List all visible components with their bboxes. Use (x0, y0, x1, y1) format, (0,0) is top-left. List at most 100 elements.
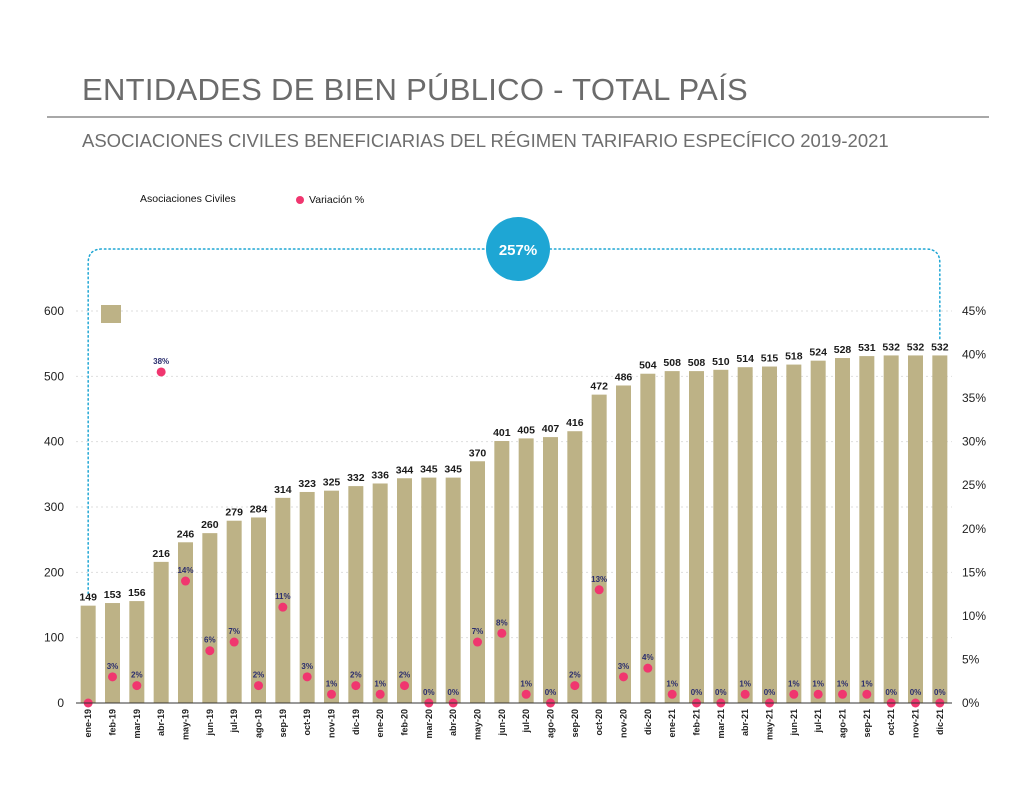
bar-value-label: 401 (493, 427, 511, 439)
variation-dot (302, 672, 312, 682)
variation-label: 11% (275, 592, 291, 601)
y-right-tick-label: 5% (962, 652, 980, 666)
y-right-tick-label: 15% (962, 565, 986, 579)
variation-label: 1% (861, 679, 873, 688)
variation-dot (521, 689, 531, 699)
y-right-tick-label: 40% (962, 348, 986, 362)
x-tick-label: sep-20 (570, 709, 580, 738)
variation-dot (108, 672, 117, 682)
x-tick-label: jul-19 (229, 709, 239, 734)
legend-label-variacion: Variación % (309, 194, 364, 206)
x-tick-label: ago-21 (838, 709, 848, 738)
bar (518, 438, 534, 703)
x-tick-label: jun-21 (789, 709, 799, 737)
y-right-tick-label: 25% (962, 478, 986, 492)
bar (421, 477, 437, 703)
y-left-tick-label: 300 (44, 500, 64, 514)
variation-label: 38% (153, 357, 169, 366)
variation-label: 0% (423, 688, 435, 697)
bar (226, 520, 242, 703)
bar-value-label: 407 (542, 423, 560, 435)
bar (762, 366, 777, 703)
x-tick-label: feb-19 (108, 709, 118, 736)
page-title: ENTIDADES DE BIEN PÚBLICO - TOTAL PAÍS (82, 72, 749, 107)
y-left-tick-label: 500 (44, 369, 64, 383)
bar-value-label: 514 (736, 353, 754, 365)
bar (105, 603, 120, 703)
x-tick-label: ago-19 (254, 709, 264, 738)
bar-value-label: 532 (907, 341, 925, 353)
bar (470, 461, 485, 703)
variation-dot (667, 689, 677, 699)
bar-value-label: 532 (931, 341, 949, 353)
bar (664, 371, 680, 703)
y-left-tick-label: 0 (57, 696, 64, 710)
variation-label: 1% (326, 679, 338, 688)
variation-label: 0% (764, 688, 776, 697)
bar-value-label: 345 (420, 464, 438, 476)
variation-label: 7% (228, 627, 240, 636)
bar-value-label: 149 (79, 592, 97, 604)
bar (640, 373, 656, 703)
y-left-tick-label: 100 (44, 631, 64, 645)
y-right-tick-label: 45% (962, 304, 986, 318)
variation-dot (643, 663, 653, 673)
variation-dot (278, 602, 288, 612)
x-tick-label: sep-21 (862, 709, 872, 738)
x-tick-label: jun-20 (497, 709, 507, 737)
bar-value-label: 284 (250, 503, 268, 515)
variation-dot (375, 689, 385, 699)
y-left-tick-label: 200 (44, 565, 64, 579)
variation-dot (327, 689, 336, 699)
variation-dot (132, 681, 142, 691)
bar (202, 533, 218, 703)
bar (251, 517, 266, 703)
bar-value-label: 246 (177, 528, 195, 540)
variation-label: 0% (715, 688, 727, 697)
y-left-tick-label: 400 (44, 435, 64, 449)
variation-dot (619, 672, 628, 682)
bar (810, 360, 826, 703)
variation-label: 3% (301, 662, 313, 671)
variation-dot (156, 367, 166, 377)
y-right-tick-label: 30% (962, 435, 986, 449)
variation-dot (789, 689, 799, 699)
y-left-tick-label: 600 (44, 304, 64, 318)
bar-value-label: 532 (882, 341, 900, 353)
variation-dot (594, 585, 604, 595)
variation-label: 1% (374, 679, 386, 688)
bar-value-label: 336 (371, 469, 389, 481)
x-tick-label: jul-21 (813, 709, 823, 734)
variation-dot (838, 689, 847, 699)
x-tick-label: mar-19 (132, 709, 142, 739)
x-tick-label: dic-20 (643, 709, 653, 735)
x-tick-label: mar-20 (424, 709, 434, 739)
variation-dot (570, 681, 580, 691)
x-tick-label: may-19 (181, 709, 191, 740)
bar-value-label: 518 (785, 351, 803, 363)
legend-swatch-asociaciones (101, 305, 121, 323)
x-tick-label: oct-20 (594, 709, 604, 736)
bar (445, 477, 461, 703)
variation-dot (740, 689, 750, 699)
x-tick-label: oct-19 (302, 709, 312, 736)
variation-label: 8% (496, 618, 508, 627)
x-tick-label: ene-19 (83, 709, 93, 738)
x-tick-label: nov-21 (911, 709, 921, 738)
variation-label: 14% (177, 566, 193, 575)
bar (129, 601, 145, 703)
bar-value-label: 416 (566, 417, 584, 429)
bar-value-label: 508 (663, 357, 681, 369)
x-tick-label: jul-20 (521, 709, 531, 734)
bar-value-label: 405 (517, 424, 535, 436)
variation-label: 6% (204, 636, 216, 645)
x-tick-label: feb-20 (400, 709, 410, 736)
variation-dot (400, 681, 409, 691)
x-tick-label: oct-21 (886, 709, 896, 736)
variation-label: 1% (837, 679, 849, 688)
x-tick-label: abr-21 (740, 709, 750, 736)
bar-value-label: 524 (809, 347, 827, 359)
bar-value-label: 345 (444, 464, 462, 476)
variation-dot (229, 637, 239, 647)
